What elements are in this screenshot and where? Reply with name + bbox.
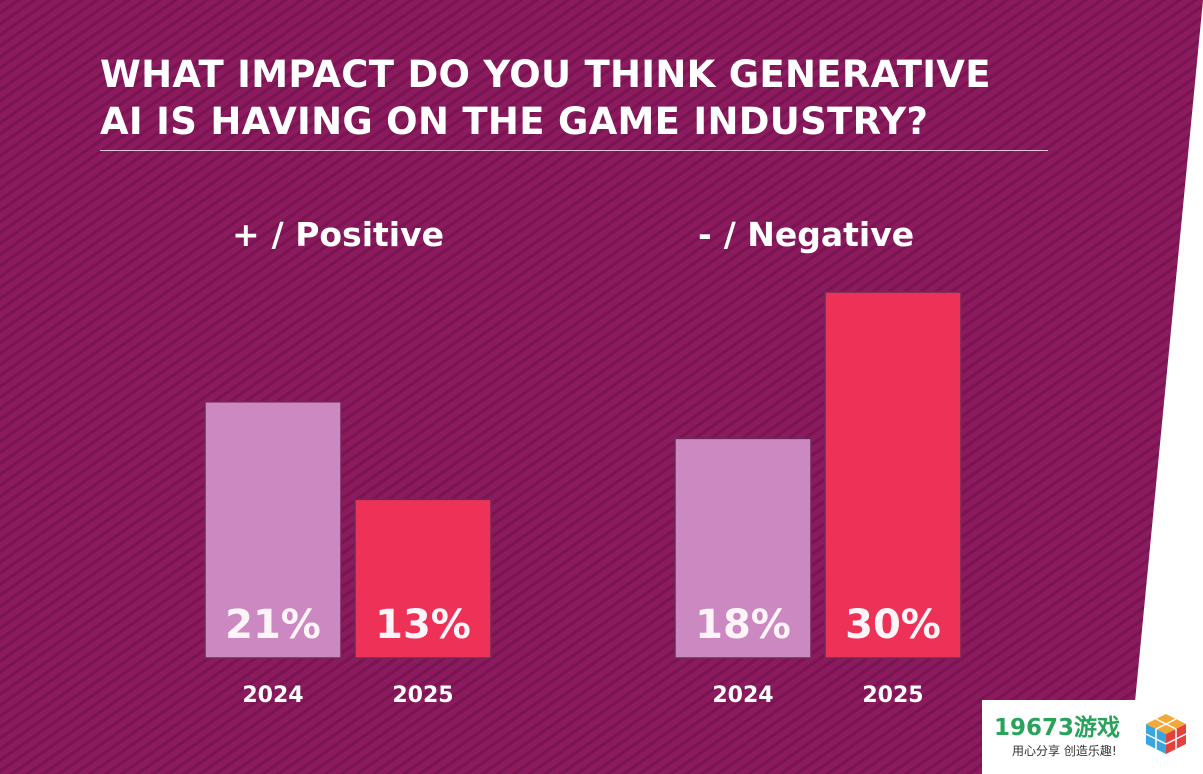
plus-icon: + <box>232 215 260 254</box>
cube-logo-icon <box>1145 714 1187 754</box>
data-label-negative-2024: 18% <box>695 602 791 648</box>
x-tick-label-positive-2024: 2024 <box>242 683 303 708</box>
watermark-logo: 19673游戏 用心分享 创造乐趣! <box>982 700 1203 774</box>
chart-title-line-2: AI IS HAVING ON THE GAME INDUSTRY? <box>100 100 929 143</box>
bar-negative-2025 <box>824 291 962 659</box>
watermark-tagline: 用心分享 创造乐趣! <box>1012 744 1117 758</box>
bar-negative-2024 <box>674 437 812 659</box>
chart-title-line-1: WHAT IMPACT DO YOU THINK GENERATIVE <box>100 53 991 96</box>
group-label-positive: + / Positive <box>232 215 444 254</box>
x-tick-label-negative-2025: 2025 <box>862 683 923 708</box>
bar-positive-2025 <box>354 498 492 659</box>
watermark-brand: 19673游戏 <box>994 715 1121 741</box>
group-label-negative: - / Negative <box>698 215 914 254</box>
title-divider <box>100 150 1048 151</box>
data-label-positive-2025: 13% <box>375 602 471 648</box>
minus-icon: - <box>698 215 712 254</box>
bar-positive-2024 <box>204 401 342 659</box>
group-label-negative-text: / Negative <box>723 215 915 254</box>
group-label-positive-text: / Positive <box>271 215 444 254</box>
data-label-positive-2024: 21% <box>225 602 321 648</box>
data-label-negative-2025: 30% <box>845 602 941 648</box>
x-tick-label-negative-2024: 2024 <box>712 683 773 708</box>
x-tick-label-positive-2025: 2025 <box>392 683 453 708</box>
